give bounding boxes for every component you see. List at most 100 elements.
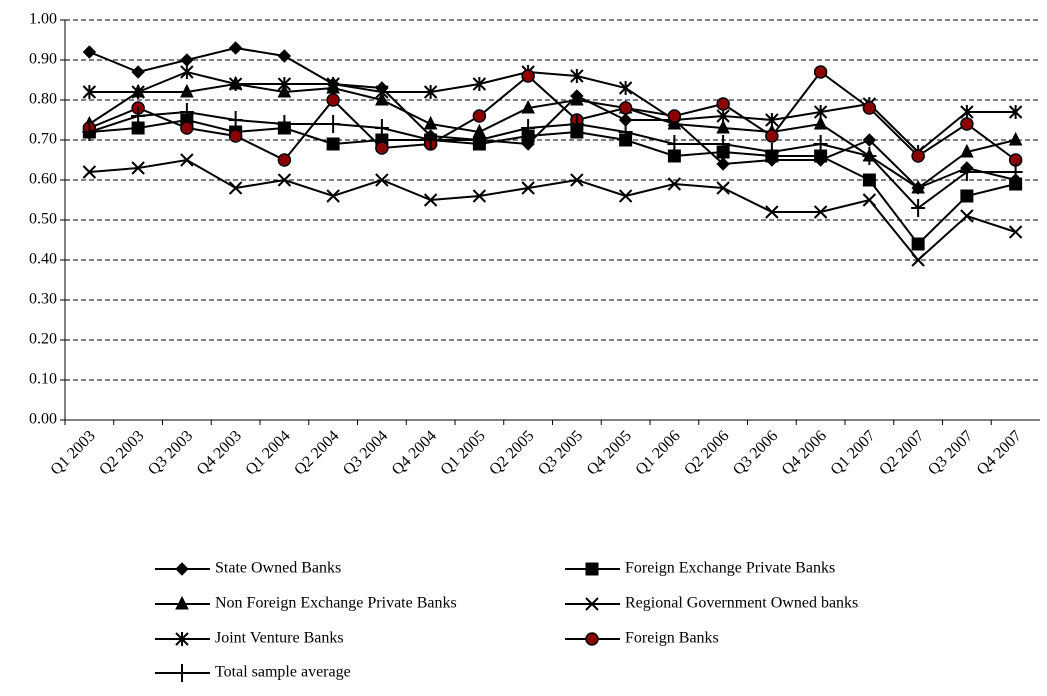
marker	[521, 99, 535, 114]
marker	[862, 193, 877, 207]
legend-label: Total sample average	[215, 664, 351, 681]
marker	[716, 181, 730, 195]
marker	[570, 91, 584, 106]
marker	[228, 41, 243, 55]
marker	[764, 143, 779, 161]
x-tick-label: Q1 2007	[827, 427, 878, 478]
marker	[911, 149, 925, 163]
x-tick-label: Q4 2007	[974, 427, 1025, 478]
marker	[667, 177, 682, 191]
marker	[374, 119, 389, 137]
marker	[131, 85, 145, 99]
y-tick-label: 1.00	[29, 11, 57, 28]
y-tick-label: 0.00	[29, 411, 57, 428]
marker	[472, 131, 487, 149]
marker	[375, 173, 389, 187]
marker	[765, 113, 779, 127]
marker	[326, 115, 341, 133]
marker	[911, 253, 925, 267]
marker	[82, 45, 97, 59]
marker	[375, 85, 389, 99]
marker	[813, 65, 828, 79]
marker	[1008, 225, 1023, 239]
marker	[1008, 105, 1023, 119]
marker	[862, 101, 877, 115]
marker	[911, 237, 925, 251]
marker	[277, 153, 292, 167]
marker	[472, 189, 487, 203]
x-tick-label: Q3 2007	[925, 427, 976, 478]
marker	[82, 85, 97, 99]
x-tick-label: Q2 2007	[876, 427, 927, 478]
x-tick-label: Q4 2005	[584, 427, 635, 478]
marker	[618, 101, 633, 115]
marker	[326, 77, 340, 91]
marker	[82, 165, 97, 179]
marker	[521, 119, 536, 137]
marker	[585, 562, 599, 576]
marker	[521, 181, 535, 195]
y-tick-label: 0.90	[29, 51, 57, 68]
x-tick-label: Q1 2003	[47, 427, 98, 478]
marker	[716, 135, 731, 153]
marker	[228, 181, 243, 195]
marker	[862, 133, 877, 147]
x-tick-label: Q1 2006	[632, 427, 683, 478]
marker	[175, 664, 189, 682]
legend-item: Regional Government Owned banks	[565, 595, 858, 612]
marker	[959, 163, 974, 181]
legend-item: State Owned Banks	[155, 560, 341, 577]
marker	[570, 173, 584, 187]
legend-label: State Owned Banks	[215, 560, 341, 577]
marker	[813, 205, 828, 219]
marker	[585, 597, 599, 611]
marker	[960, 143, 974, 158]
marker	[911, 179, 925, 194]
marker	[472, 77, 487, 91]
x-tick-label: Q1 2005	[437, 427, 488, 478]
marker	[813, 135, 828, 153]
legend-item: Non Foreign Exchange Private Banks	[155, 595, 457, 612]
marker	[131, 65, 145, 79]
marker	[618, 123, 633, 141]
marker	[960, 117, 974, 131]
marker	[175, 562, 189, 576]
marker	[228, 129, 243, 143]
x-tick-label: Q2 2004	[291, 427, 342, 478]
x-tick-label: Q4 2003	[194, 427, 245, 478]
series-line	[88, 82, 1016, 190]
marker	[277, 115, 292, 133]
marker	[862, 173, 876, 187]
marker	[326, 137, 340, 151]
marker	[813, 115, 828, 130]
marker	[911, 199, 926, 217]
marker	[228, 77, 243, 91]
marker	[472, 109, 487, 123]
marker	[667, 109, 682, 123]
marker	[570, 69, 584, 83]
y-tick-label: 0.10	[29, 371, 57, 388]
marker	[667, 135, 682, 153]
marker	[716, 119, 730, 134]
marker	[175, 595, 189, 610]
y-tick-label: 0.40	[29, 251, 57, 268]
marker	[716, 97, 730, 111]
marker	[765, 129, 779, 143]
marker	[813, 105, 828, 119]
marker	[765, 205, 779, 219]
y-tick-label: 0.60	[29, 171, 57, 188]
legend-label: Foreign Exchange Private Banks	[625, 560, 835, 577]
series-line	[89, 70, 1016, 154]
marker	[277, 173, 292, 187]
marker	[618, 81, 633, 95]
marker	[960, 209, 974, 223]
marker	[326, 189, 340, 203]
marker	[277, 77, 292, 91]
marker	[82, 123, 97, 141]
marker	[1008, 163, 1023, 181]
marker	[423, 115, 438, 130]
x-tick-label: Q3 2006	[730, 427, 781, 478]
marker	[179, 103, 194, 121]
marker	[569, 115, 584, 133]
